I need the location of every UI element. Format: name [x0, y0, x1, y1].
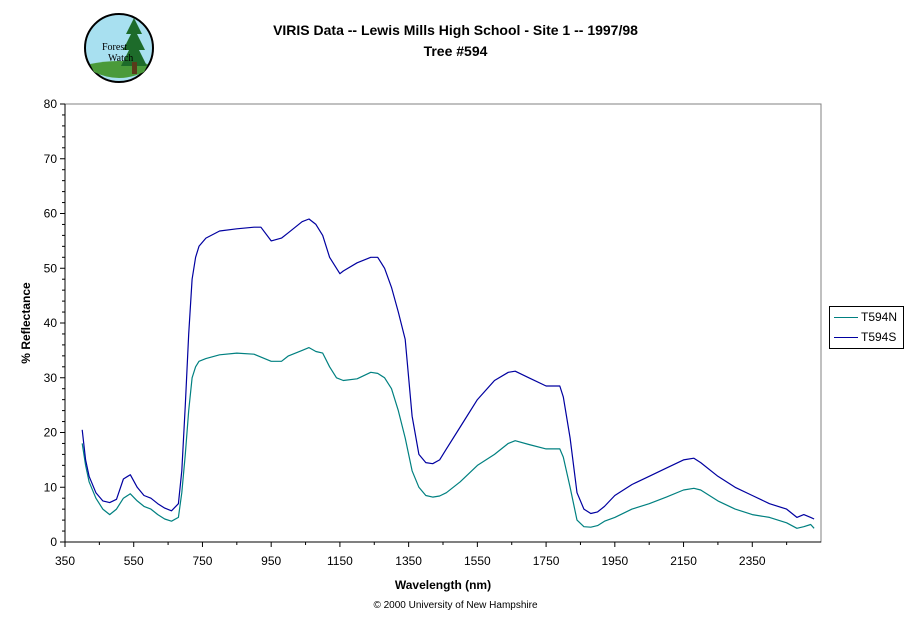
x-tick-label-950: 950	[261, 554, 281, 568]
series-line-t594s	[81, 218, 815, 520]
x-tick-label-750: 750	[192, 554, 212, 568]
x-axis-label: Wavelength (nm)	[395, 578, 491, 592]
y-tick-label-30: 30	[44, 371, 58, 385]
chart-title: VIRIS Data -- Lewis Mills High School - …	[273, 22, 638, 38]
x-tick-label-550: 550	[124, 554, 144, 568]
legend-swatch-t594s	[834, 337, 858, 338]
legend-label-t594s: T594S	[861, 330, 897, 344]
y-tick-label-70: 70	[44, 152, 58, 166]
y-axis-label: % Reflectance	[19, 282, 33, 364]
series-lines	[81, 218, 815, 529]
x-tick-label-350: 350	[55, 554, 75, 568]
x-tick-label-2350: 2350	[739, 554, 766, 568]
legend-item-t594s: T594S	[830, 329, 903, 347]
y-tick-label-40: 40	[44, 316, 58, 330]
series-line-t594n	[81, 347, 815, 529]
axes: 0 10 20 30 40 50 60 70 80 350 550 750 950 1150 1350 155…	[44, 97, 821, 568]
copyright-footer: © 2000 University of New Hampshire	[373, 600, 538, 611]
legend-swatch-t594n	[834, 317, 858, 318]
y-tick-label-60: 60	[44, 207, 58, 221]
y-tick-label-50: 50	[44, 261, 58, 275]
x-tick-label-1950: 1950	[601, 554, 628, 568]
legend-label-t594n: T594N	[861, 310, 898, 324]
logo-text-forest: Forest	[102, 42, 127, 53]
y-tick-label-10: 10	[44, 480, 58, 494]
x-tick-label-1750: 1750	[533, 554, 560, 568]
y-tick-label-80: 80	[44, 97, 58, 111]
x-tick-label-1550: 1550	[464, 554, 491, 568]
logo-text-watch: Watch	[108, 53, 133, 64]
forest-watch-logo: Forest Watch	[82, 12, 156, 89]
x-tick-label-1150: 1150	[327, 554, 353, 568]
x-tick-label-1350: 1350	[395, 554, 422, 568]
plot-area	[64, 103, 822, 543]
chart-subtitle: Tree #594	[423, 43, 488, 59]
y-tick-label-0: 0	[50, 535, 57, 549]
x-tick-label-2150: 2150	[670, 554, 697, 568]
legend: T594N T594S	[829, 306, 904, 349]
y-tick-label-20: 20	[44, 426, 58, 440]
legend-item-t594n: T594N	[830, 309, 903, 327]
